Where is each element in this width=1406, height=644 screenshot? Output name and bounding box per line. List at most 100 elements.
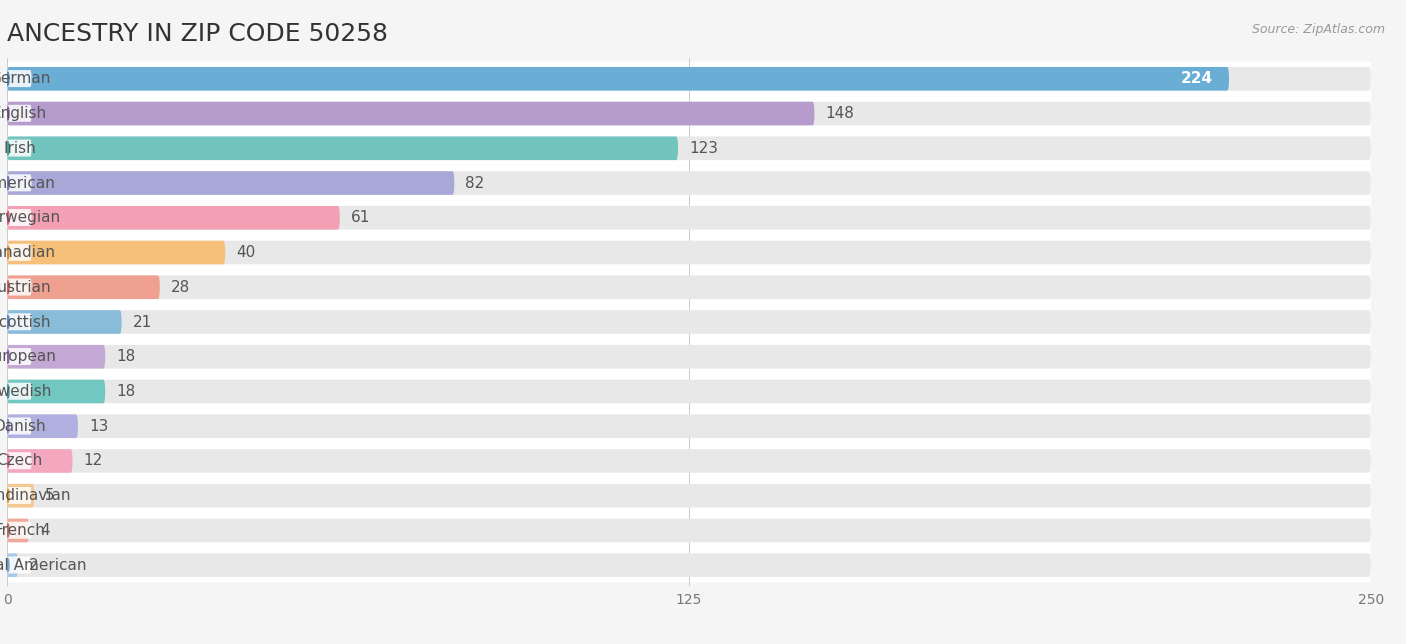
FancyBboxPatch shape	[7, 278, 31, 296]
Text: 5: 5	[45, 488, 55, 503]
FancyBboxPatch shape	[7, 67, 1229, 91]
Text: Scandinavian: Scandinavian	[0, 488, 70, 503]
FancyBboxPatch shape	[7, 415, 77, 438]
Circle shape	[7, 350, 8, 363]
FancyBboxPatch shape	[7, 241, 225, 264]
FancyBboxPatch shape	[7, 449, 1371, 473]
FancyBboxPatch shape	[7, 553, 1371, 577]
Text: ANCESTRY IN ZIP CODE 50258: ANCESTRY IN ZIP CODE 50258	[7, 23, 388, 46]
FancyBboxPatch shape	[7, 96, 1371, 131]
FancyBboxPatch shape	[7, 417, 31, 435]
Text: 13: 13	[89, 419, 108, 433]
Text: 4: 4	[39, 523, 49, 538]
Text: European: European	[0, 349, 56, 365]
Circle shape	[7, 316, 8, 328]
FancyBboxPatch shape	[7, 313, 31, 330]
FancyBboxPatch shape	[7, 276, 160, 299]
FancyBboxPatch shape	[7, 444, 1371, 478]
FancyBboxPatch shape	[7, 518, 30, 542]
FancyBboxPatch shape	[7, 175, 31, 191]
Text: 21: 21	[132, 314, 152, 330]
FancyBboxPatch shape	[7, 345, 1371, 368]
Text: 12: 12	[83, 453, 103, 468]
Text: 18: 18	[117, 384, 135, 399]
FancyBboxPatch shape	[7, 241, 1371, 264]
FancyBboxPatch shape	[7, 409, 1371, 444]
Text: 28: 28	[170, 279, 190, 295]
Text: Norwegian: Norwegian	[0, 211, 60, 225]
Text: Danish: Danish	[0, 419, 46, 433]
Text: Source: ZipAtlas.com: Source: ZipAtlas.com	[1251, 23, 1385, 35]
FancyBboxPatch shape	[7, 61, 1371, 96]
Text: Irish: Irish	[3, 141, 35, 156]
Circle shape	[7, 142, 8, 155]
FancyBboxPatch shape	[7, 171, 454, 195]
FancyBboxPatch shape	[7, 137, 1371, 160]
Circle shape	[7, 281, 8, 294]
Circle shape	[7, 420, 8, 433]
Text: Austrian: Austrian	[0, 279, 51, 295]
Circle shape	[7, 176, 8, 189]
FancyBboxPatch shape	[7, 487, 31, 504]
Text: Canadian: Canadian	[0, 245, 55, 260]
FancyBboxPatch shape	[7, 235, 1371, 270]
Text: German: German	[0, 71, 51, 86]
Text: Scottish: Scottish	[0, 314, 51, 330]
FancyBboxPatch shape	[7, 383, 31, 400]
Text: American: American	[0, 176, 56, 191]
FancyBboxPatch shape	[7, 548, 1371, 583]
FancyBboxPatch shape	[7, 518, 1371, 542]
FancyBboxPatch shape	[7, 452, 31, 469]
FancyBboxPatch shape	[7, 556, 31, 573]
FancyBboxPatch shape	[7, 244, 31, 261]
Text: 40: 40	[236, 245, 256, 260]
Circle shape	[7, 559, 8, 572]
FancyBboxPatch shape	[7, 553, 18, 577]
Circle shape	[7, 489, 8, 502]
FancyBboxPatch shape	[7, 339, 1371, 374]
FancyBboxPatch shape	[7, 105, 31, 122]
FancyBboxPatch shape	[7, 102, 814, 126]
FancyBboxPatch shape	[7, 166, 1371, 200]
FancyBboxPatch shape	[7, 513, 1371, 548]
FancyBboxPatch shape	[7, 478, 1371, 513]
FancyBboxPatch shape	[7, 380, 1371, 403]
FancyBboxPatch shape	[7, 522, 31, 539]
Text: 2: 2	[30, 558, 38, 573]
FancyBboxPatch shape	[7, 305, 1371, 339]
FancyBboxPatch shape	[7, 206, 1371, 230]
FancyBboxPatch shape	[7, 67, 1371, 91]
FancyBboxPatch shape	[7, 200, 1371, 235]
Text: 18: 18	[117, 349, 135, 365]
Text: 224: 224	[1181, 71, 1212, 86]
Text: Central American: Central American	[0, 558, 86, 573]
Text: 123: 123	[689, 141, 718, 156]
Text: Swedish: Swedish	[0, 384, 51, 399]
FancyBboxPatch shape	[7, 345, 105, 368]
FancyBboxPatch shape	[7, 415, 1371, 438]
Text: Czech: Czech	[0, 453, 42, 468]
FancyBboxPatch shape	[7, 449, 73, 473]
FancyBboxPatch shape	[7, 206, 340, 230]
FancyBboxPatch shape	[7, 484, 1371, 507]
FancyBboxPatch shape	[7, 310, 121, 334]
Text: English: English	[0, 106, 46, 121]
FancyBboxPatch shape	[7, 209, 31, 226]
Circle shape	[7, 524, 8, 537]
Circle shape	[7, 211, 8, 224]
Text: French: French	[0, 523, 45, 538]
FancyBboxPatch shape	[7, 374, 1371, 409]
Circle shape	[7, 107, 8, 120]
FancyBboxPatch shape	[7, 131, 1371, 166]
FancyBboxPatch shape	[7, 102, 1371, 126]
FancyBboxPatch shape	[7, 137, 678, 160]
Circle shape	[7, 246, 8, 259]
FancyBboxPatch shape	[7, 70, 31, 87]
Text: 148: 148	[825, 106, 855, 121]
FancyBboxPatch shape	[7, 276, 1371, 299]
Text: 61: 61	[350, 211, 370, 225]
FancyBboxPatch shape	[7, 270, 1371, 305]
Text: 82: 82	[465, 176, 485, 191]
FancyBboxPatch shape	[7, 171, 1371, 195]
Circle shape	[7, 385, 8, 398]
